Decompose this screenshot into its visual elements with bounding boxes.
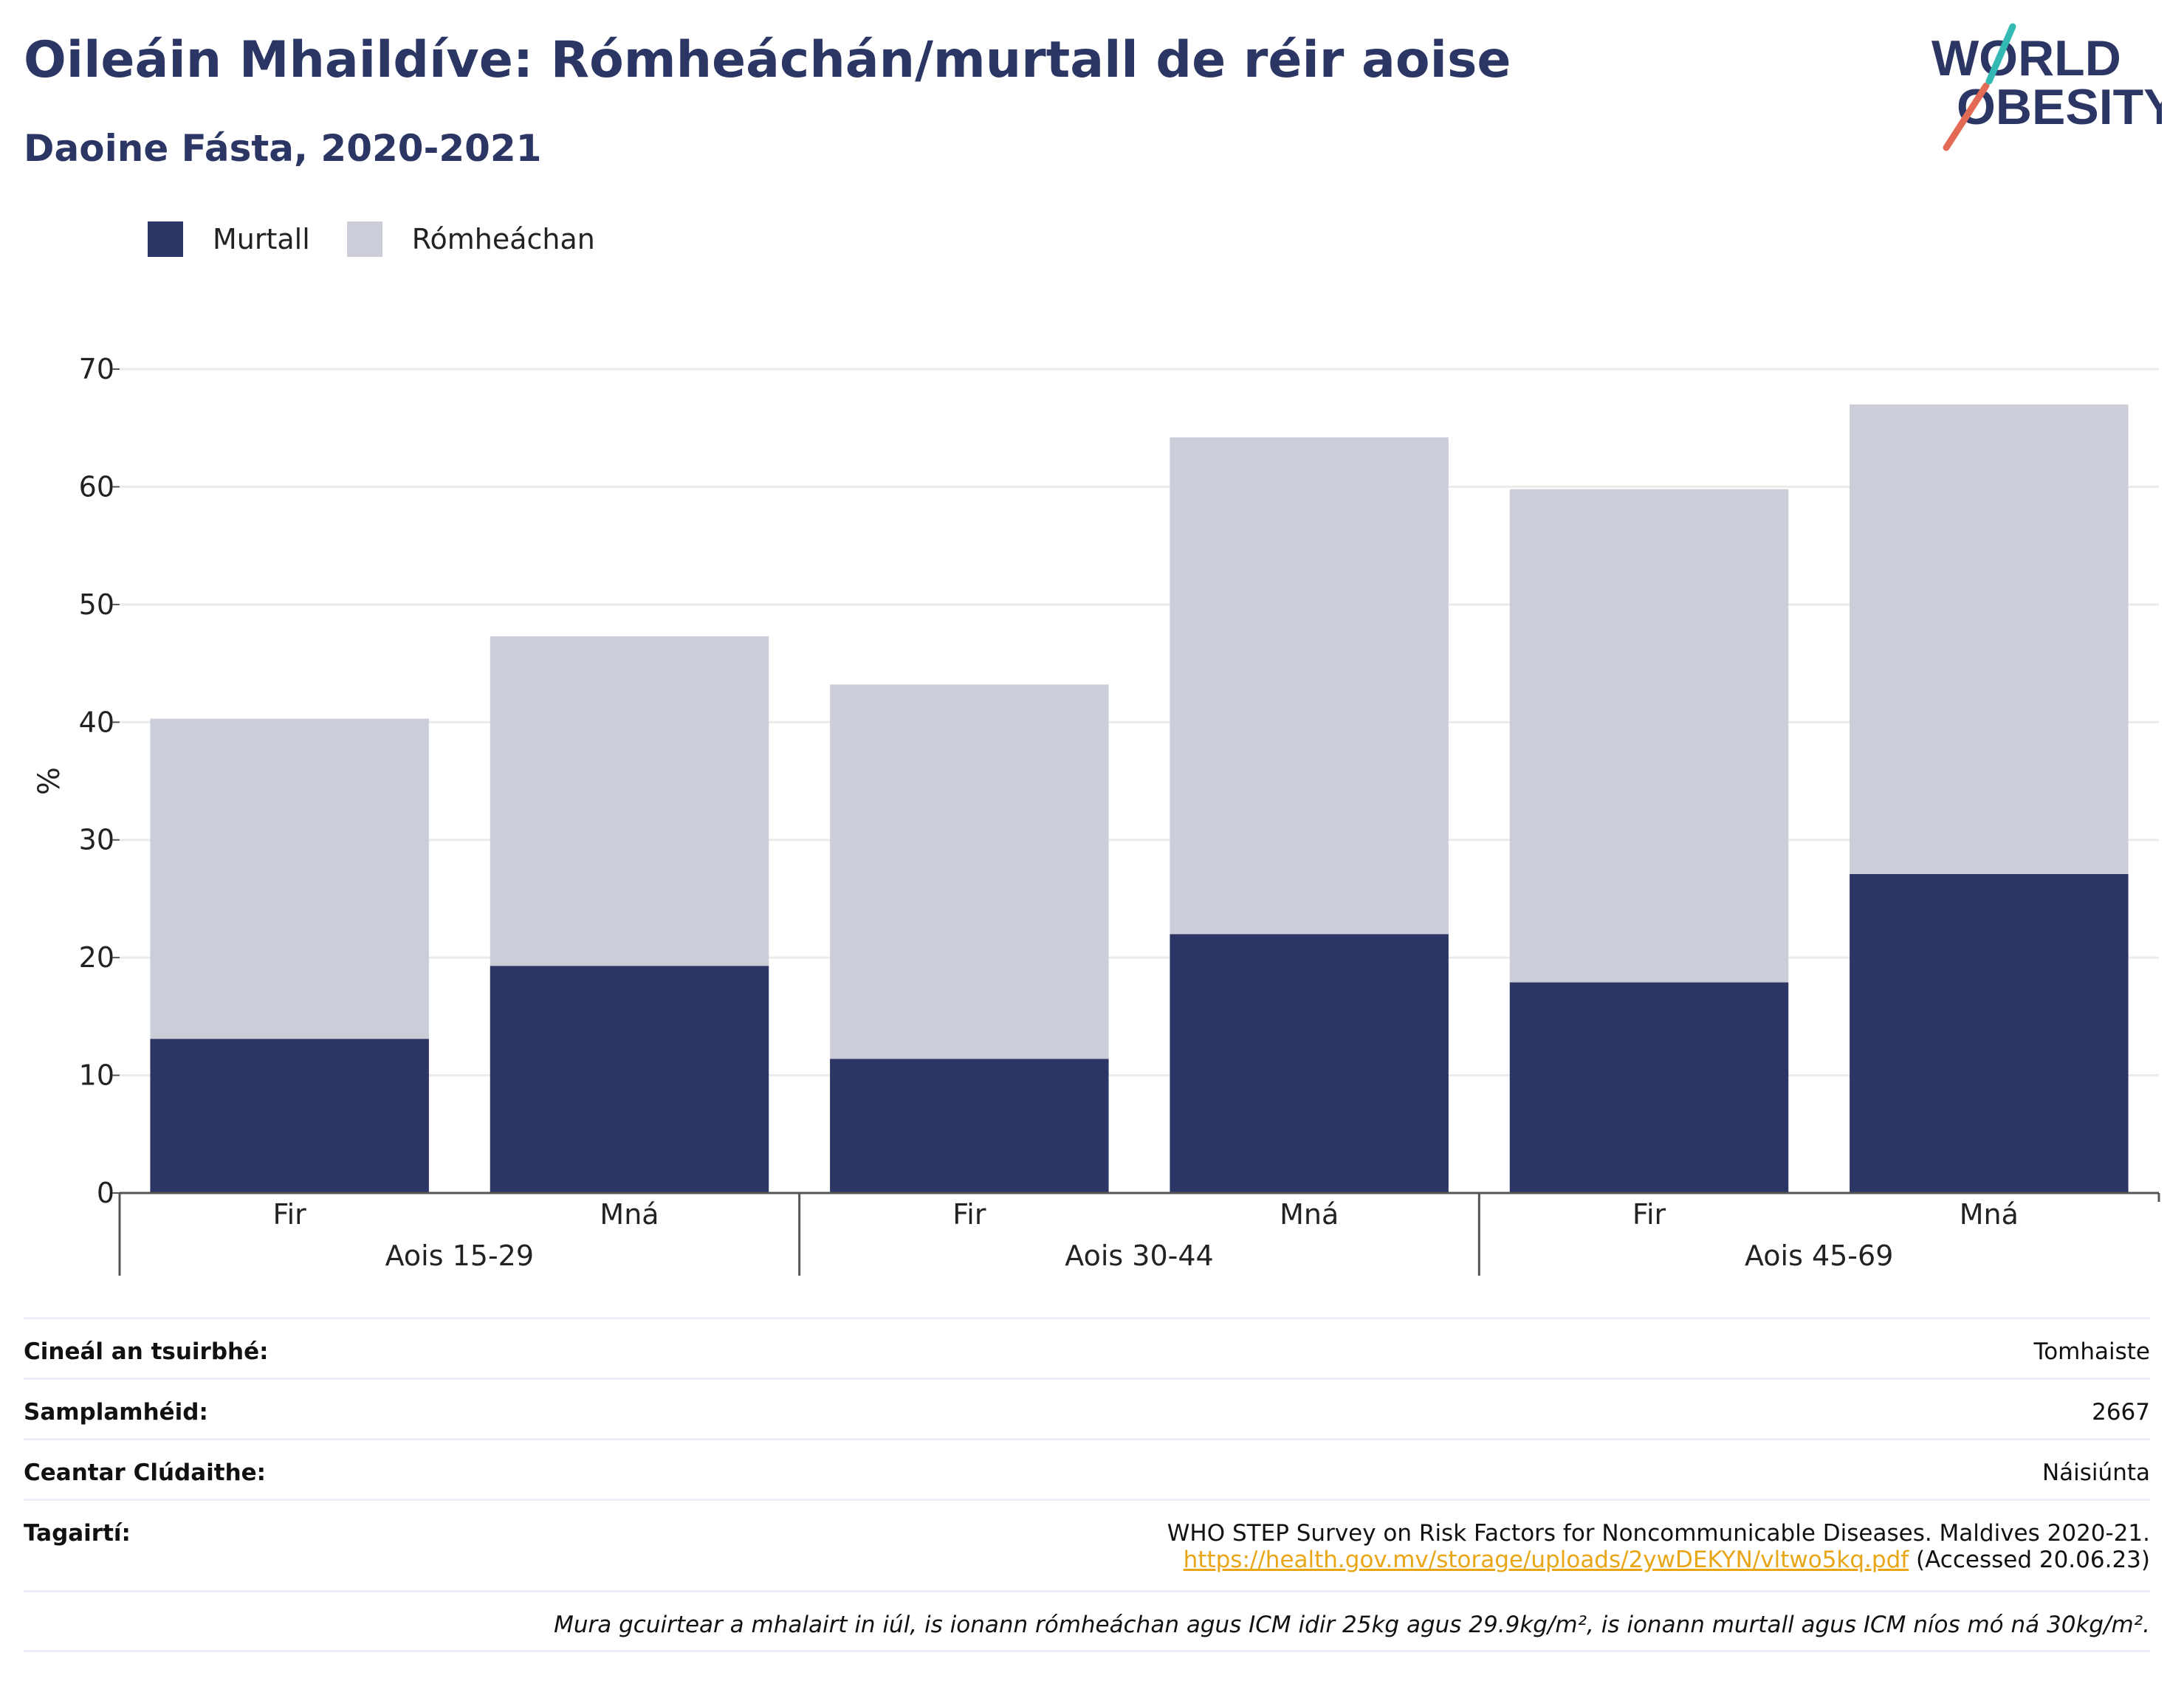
y-axis-label: % bbox=[32, 767, 66, 795]
bar-murtall bbox=[490, 966, 769, 1193]
y-tick-label: 30 bbox=[79, 824, 114, 856]
group-label: Aois 30-44 bbox=[1065, 1240, 1213, 1272]
survey-type-label: Cineál an tsuirbhé: bbox=[24, 1338, 269, 1365]
legend-label-murtall: Murtall bbox=[213, 223, 310, 255]
info-row-survey-type: Cineál an tsuirbhé: Tomhaiste bbox=[24, 1317, 2150, 1378]
bar-romheachan bbox=[490, 636, 769, 966]
references-label: Tagairtí: bbox=[24, 1520, 131, 1547]
info-row-area: Ceantar Clúdaithe: Náisiúnta bbox=[24, 1438, 2150, 1499]
bar-murtall bbox=[830, 1059, 1109, 1193]
sample-size-value: 2667 bbox=[2092, 1399, 2150, 1426]
reference-text: WHO STEP Survey on Risk Factors for Nonc… bbox=[1167, 1520, 2150, 1547]
legend-label-romheachan: Rómheáchan bbox=[411, 223, 595, 255]
logo-word-1: WORLD bbox=[1931, 30, 2121, 86]
definition-note: Mura gcuirtear a mhalairt in iúl, is ion… bbox=[554, 1612, 2150, 1638]
x-tick-label: Mná bbox=[600, 1198, 659, 1231]
logo-slash-red bbox=[1943, 82, 1990, 151]
y-tick-label: 40 bbox=[79, 706, 114, 738]
logo-word-2: OBESITY bbox=[1957, 79, 2162, 135]
group-label: Aois 45-69 bbox=[1745, 1240, 1893, 1272]
bar-romheachan bbox=[1850, 404, 2129, 874]
legend-item-romheachan[interactable]: Rómheáchan bbox=[346, 221, 595, 257]
y-tick-label: 10 bbox=[79, 1059, 114, 1092]
legend-swatch-murtall bbox=[148, 221, 183, 257]
x-tick-label: Mná bbox=[1960, 1198, 2019, 1231]
y-tick-label: 20 bbox=[79, 941, 114, 974]
world-obesity-logo: WORLD OBESITY bbox=[1931, 23, 2162, 151]
bar-chart: 0 10 20 30 40 50 60 70% Fir Mná Fir Mná Fir Mná Aois 1… bbox=[32, 353, 2160, 1276]
info-row-note: Mura gcuirtear a mhalairt in iúl, is ion… bbox=[24, 1590, 2150, 1652]
reference-accessed: (Accessed 20.06.23) bbox=[1916, 1547, 2150, 1573]
x-tick-label: Fir bbox=[952, 1198, 986, 1231]
legend-swatch-romheachan bbox=[346, 221, 382, 257]
y-tick-label: 70 bbox=[79, 353, 114, 385]
y-tick-label: 60 bbox=[79, 470, 114, 503]
bar-romheachan bbox=[150, 718, 429, 1039]
legend-item-murtall[interactable]: Murtall bbox=[148, 221, 310, 257]
info-row-references: Tagairtí: WHO STEP Survey on Risk Factor… bbox=[24, 1499, 2150, 1590]
bar-murtall bbox=[1170, 934, 1449, 1193]
info-row-sample-size: Samplamhéid: 2667 bbox=[24, 1378, 2150, 1438]
bar-murtall bbox=[1850, 873, 2129, 1193]
x-tick-label: Fir bbox=[1632, 1198, 1666, 1231]
survey-info-table: Cineál an tsuirbhé: Tomhaiste Samplamhéi… bbox=[24, 1317, 2150, 1652]
y-tick-label: 50 bbox=[79, 588, 114, 621]
chart-legend: Murtall Rómheáchan bbox=[148, 219, 632, 260]
chart-title: Oileáin Mhaildíve: Rómheáchán/murtall de… bbox=[24, 31, 1511, 89]
bar-romheachan bbox=[1170, 437, 1449, 935]
survey-type-value: Tomhaiste bbox=[2033, 1338, 2150, 1365]
logo-slash-teal bbox=[1985, 23, 2016, 85]
bar-romheachan bbox=[1509, 489, 1789, 983]
reference-link[interactable]: https://health.gov.mv/storage/uploads/2y… bbox=[1183, 1547, 1909, 1573]
bar-murtall bbox=[150, 1039, 429, 1193]
references-value: WHO STEP Survey on Risk Factors for Nonc… bbox=[1167, 1520, 2150, 1573]
x-tick-label: Mná bbox=[1280, 1198, 1339, 1231]
x-tick-label: Fir bbox=[273, 1198, 307, 1231]
sample-size-label: Samplamhéid: bbox=[24, 1399, 208, 1426]
y-tick-label: 0 bbox=[97, 1177, 114, 1209]
bar-romheachan bbox=[830, 684, 1109, 1059]
area-label: Ceantar Clúdaithe: bbox=[24, 1460, 267, 1486]
area-value: Náisiúnta bbox=[2042, 1460, 2150, 1486]
chart-subtitle: Daoine Fásta, 2020-2021 bbox=[24, 127, 542, 170]
group-label: Aois 15-29 bbox=[385, 1240, 534, 1272]
bar-murtall bbox=[1509, 982, 1789, 1193]
